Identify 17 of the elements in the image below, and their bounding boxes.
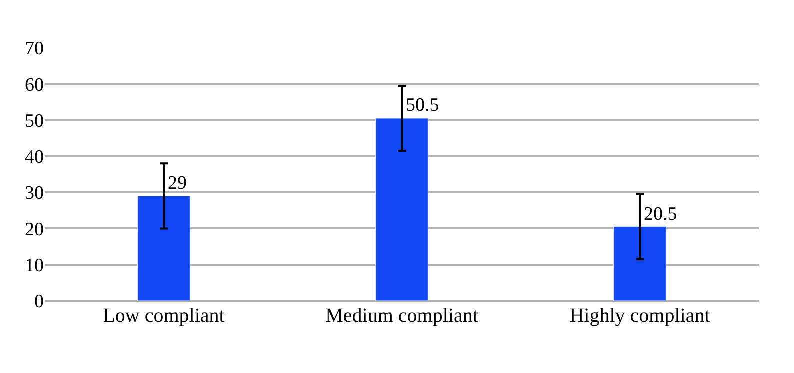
data-label: 50.5 [406, 95, 440, 116]
y-tick-label: 30 [25, 183, 44, 204]
x-tick-label: Highly compliant [570, 305, 711, 327]
y-tick-label: 40 [25, 147, 44, 168]
x-tick-label: Medium compliant [326, 305, 479, 327]
data-label: 20.5 [644, 204, 678, 225]
data-label: 29 [168, 173, 187, 194]
y-tick-label: 60 [25, 74, 44, 96]
y-tick-label: 70 [25, 38, 44, 60]
bar [614, 226, 666, 301]
y-tick-label: 20 [25, 219, 44, 240]
bar [376, 118, 428, 301]
bar [138, 196, 190, 301]
y-tick-label: 50 [25, 110, 44, 132]
y-tick-label: 10 [25, 256, 44, 277]
y-tick-label: 0 [34, 292, 44, 313]
x-tick-label: Low compliant [103, 305, 226, 327]
